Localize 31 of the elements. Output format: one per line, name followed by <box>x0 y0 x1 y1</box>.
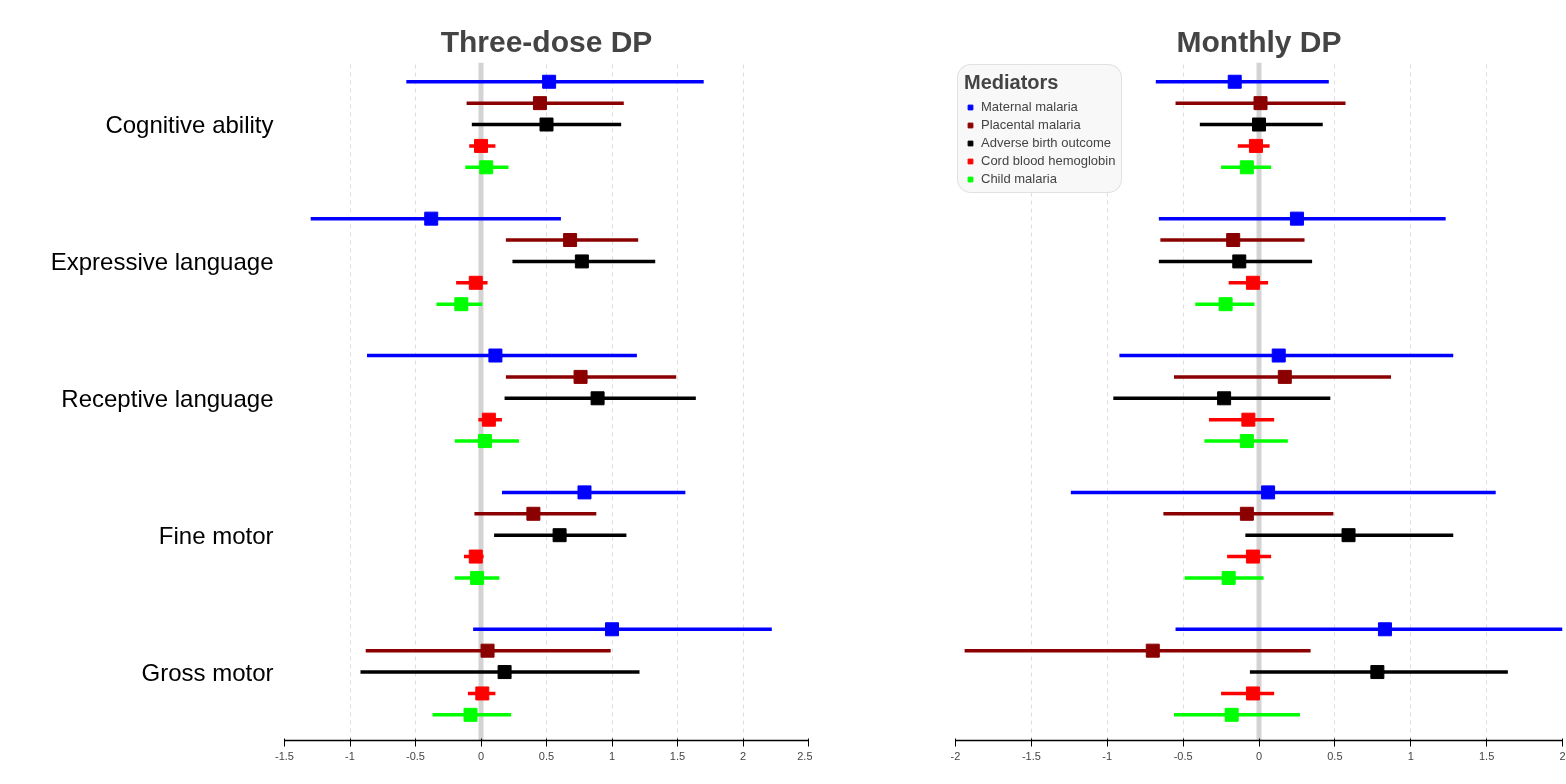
x-tick-label: 0.5 <box>1327 749 1343 762</box>
x-tick-label: 2.5 <box>797 749 813 762</box>
x-tick-label: -2 <box>950 749 961 762</box>
x-tick-label: 1.5 <box>669 749 686 762</box>
x-tick-label: 1 <box>608 749 616 762</box>
x-tick-label: -1 <box>1102 749 1113 762</box>
x-tick-label: -1 <box>345 749 355 762</box>
x-tick-label: 0 <box>477 749 485 762</box>
legend-label: Cord blood hemoglobin <box>981 153 1116 168</box>
x-tick-label: -1.5 <box>1021 749 1041 762</box>
legend-label: Child malaria <box>981 171 1057 186</box>
x-tick-label: 2 <box>1559 749 1566 762</box>
y-tick-label: Expressive language <box>50 247 274 275</box>
y-tick-label: Fine motor <box>158 521 274 549</box>
x-tick-label: 0 <box>1255 749 1263 762</box>
x-tick-label: -0.5 <box>406 749 425 762</box>
x-tick-label: 2 <box>739 749 747 762</box>
y-tick-label: Receptive language <box>61 384 274 412</box>
legend-label: Adverse birth outcome <box>981 135 1112 150</box>
x-tick-label: 0.5 <box>538 749 555 762</box>
chart-title: Monthly DP <box>1176 24 1342 58</box>
chart-title: Three-dose DP <box>440 24 653 58</box>
x-tick-label: -0.5 <box>1173 749 1193 762</box>
x-tick-label: 1 <box>1407 749 1414 762</box>
legend-title: Mediators <box>964 71 1060 94</box>
x-tick-label: -1.5 <box>275 749 294 762</box>
y-tick-label: Gross motor <box>141 658 274 686</box>
legend-label: Placental malaria <box>981 117 1081 132</box>
legend-label: Maternal malaria <box>981 99 1078 114</box>
x-tick-label: 1.5 <box>1478 749 1495 762</box>
y-tick-label: Cognitive ability <box>105 111 274 139</box>
